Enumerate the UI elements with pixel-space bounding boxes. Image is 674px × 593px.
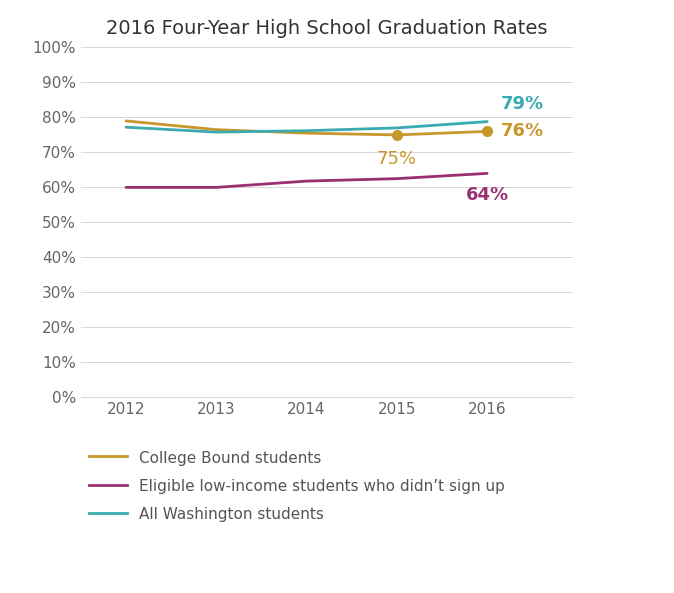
Legend: College Bound students, Eligible low-income students who didn’t sign up, All Was: College Bound students, Eligible low-inc…	[88, 451, 505, 522]
Text: 75%: 75%	[377, 149, 417, 168]
Text: 76%: 76%	[501, 122, 544, 141]
Text: 79%: 79%	[501, 95, 544, 113]
Title: 2016 Four-Year High School Graduation Rates: 2016 Four-Year High School Graduation Ra…	[106, 18, 548, 37]
Text: 64%: 64%	[466, 186, 509, 203]
